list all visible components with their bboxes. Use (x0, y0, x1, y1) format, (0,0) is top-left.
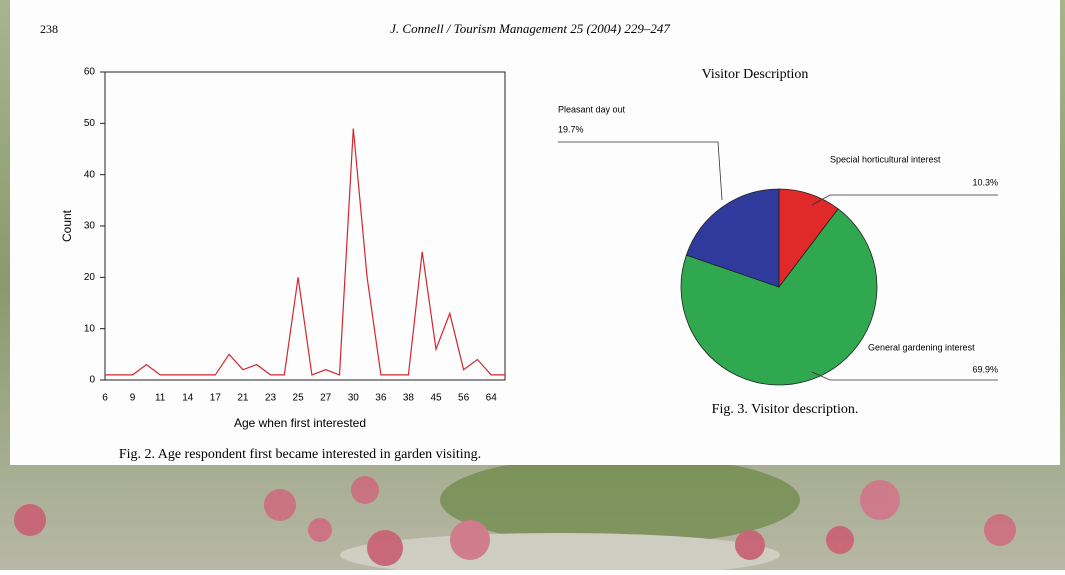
paper-sheet (10, 0, 1060, 465)
slice-label: Special horticultural interest (830, 154, 941, 164)
slice-value-label: 69.9% (972, 364, 998, 374)
y-tick-label: 40 (84, 169, 96, 180)
x-tick-label: 17 (210, 393, 222, 404)
x-tick-label: 9 (130, 393, 136, 404)
y-tick-label: 20 (84, 272, 96, 283)
x-tick-label: 56 (458, 393, 470, 404)
x-tick-label: 27 (320, 393, 332, 404)
x-tick-label: 21 (237, 393, 249, 404)
x-tick-label: 14 (182, 393, 194, 404)
y-axis-label: Count (60, 209, 74, 242)
y-tick-label: 10 (84, 323, 96, 334)
running-head: J. Connell / Tourism Management 25 (2004… (390, 21, 670, 36)
slice-value-label: 10.3% (972, 177, 998, 187)
page: 238 J. Connell / Tourism Management 25 (… (0, 0, 1065, 570)
x-tick-label: 23 (265, 393, 277, 404)
figure-caption: Fig. 2. Age respondent first became inte… (119, 447, 481, 462)
x-tick-label: 45 (430, 393, 442, 404)
y-tick-label: 50 (84, 118, 96, 129)
figure-caption: Fig. 3. Visitor description. (712, 402, 859, 417)
slice-label: Pleasant day out (558, 104, 626, 114)
x-tick-label: 6 (102, 393, 108, 404)
y-tick-label: 30 (84, 221, 96, 232)
y-tick-label: 0 (89, 375, 95, 386)
x-tick-label: 36 (375, 393, 387, 404)
x-tick-label: 11 (155, 393, 166, 404)
x-axis-label: Age when first interested (234, 416, 366, 430)
slice-label: General gardening interest (868, 342, 975, 352)
slice-value-label: 19.7% (558, 124, 584, 134)
x-tick-label: 64 (486, 393, 498, 404)
x-tick-label: 25 (293, 393, 305, 404)
x-tick-label: 38 (403, 393, 415, 404)
chart-title: Visitor Description (702, 67, 809, 82)
page-number: 238 (40, 22, 58, 36)
paper-page: 238 J. Connell / Tourism Management 25 (… (0, 0, 1065, 570)
x-tick-label: 30 (348, 393, 360, 404)
y-tick-label: 60 (84, 67, 96, 78)
